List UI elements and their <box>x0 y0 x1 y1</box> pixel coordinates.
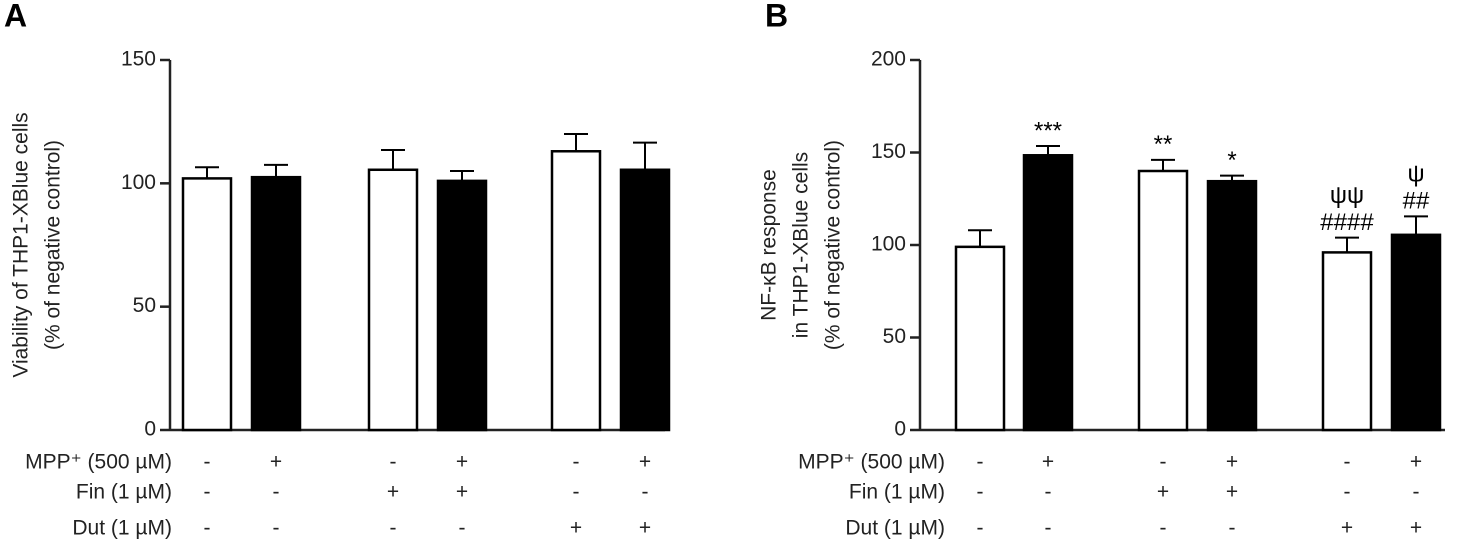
condition-sign: - <box>1344 481 1351 504</box>
condition-sign: - <box>573 481 580 504</box>
y-axis-label: in THP1-XBlue cells <box>790 152 813 338</box>
condition-label: Dut (1 µM) <box>845 517 945 540</box>
bar <box>1321 251 1373 432</box>
condition-sign: + <box>270 451 282 474</box>
bar <box>181 177 233 432</box>
bar <box>436 179 488 432</box>
bar <box>954 245 1006 432</box>
bar <box>1022 154 1074 432</box>
significance-mark: *** <box>1034 117 1062 144</box>
condition-sign: - <box>390 517 397 540</box>
y-tick-label: 100 <box>121 171 156 194</box>
condition-sign: + <box>570 517 582 540</box>
y-axis-label: Viability of THP1-XBlue cells <box>10 112 33 377</box>
condition-sign: - <box>273 517 280 540</box>
condition-sign: + <box>456 481 468 504</box>
bar <box>367 168 419 432</box>
y-tick-label: 100 <box>871 233 906 256</box>
condition-sign: - <box>1344 451 1351 474</box>
y-tick-label: 0 <box>894 418 906 441</box>
bar <box>1137 169 1189 432</box>
condition-sign: - <box>459 517 466 540</box>
significance-mark: #### <box>1320 209 1374 236</box>
significance-mark: ** <box>1154 131 1173 158</box>
bar <box>550 150 602 432</box>
condition-sign: - <box>573 451 580 474</box>
condition-sign: + <box>639 517 651 540</box>
condition-sign: - <box>273 481 280 504</box>
condition-sign: + <box>639 451 651 474</box>
y-axis-label: (% of negative control) <box>42 140 65 350</box>
condition-sign: - <box>977 481 984 504</box>
y-tick-label: 150 <box>871 140 906 163</box>
y-axis-label: NF-κB response <box>758 169 781 321</box>
condition-sign: - <box>1160 517 1167 540</box>
significance-mark: ψψ <box>1330 182 1364 209</box>
condition-sign: + <box>1341 517 1353 540</box>
condition-sign: + <box>1042 451 1054 474</box>
significance-mark: ## <box>1403 188 1430 215</box>
condition-sign: + <box>1410 517 1422 540</box>
condition-sign: + <box>1226 451 1238 474</box>
condition-label: Fin (1 µM) <box>76 481 172 504</box>
y-tick-label: 50 <box>883 325 906 348</box>
bar <box>1390 233 1442 432</box>
condition-sign: + <box>387 481 399 504</box>
condition-sign: - <box>204 481 211 504</box>
y-tick-label: 200 <box>871 48 906 71</box>
condition-label: Dut (1 µM) <box>72 517 172 540</box>
bar <box>1206 179 1258 432</box>
condition-sign: - <box>1160 451 1167 474</box>
condition-sign: - <box>1229 517 1236 540</box>
panel-label: B <box>765 0 788 33</box>
y-axis-label: (% of negative control) <box>822 140 845 350</box>
condition-sign: - <box>977 517 984 540</box>
bar <box>619 168 671 432</box>
condition-sign: - <box>1045 481 1052 504</box>
condition-sign: - <box>1045 517 1052 540</box>
condition-sign: + <box>1226 481 1238 504</box>
y-tick-label: 50 <box>133 294 156 317</box>
condition-sign: - <box>977 451 984 474</box>
panel-label: A <box>4 0 27 33</box>
condition-label: MPP⁺ (500 µM) <box>25 451 172 474</box>
bar <box>250 175 302 432</box>
condition-sign: + <box>1157 481 1169 504</box>
condition-sign: - <box>642 481 649 504</box>
condition-sign: - <box>204 517 211 540</box>
y-tick-label: 150 <box>121 48 156 71</box>
condition-sign: - <box>204 451 211 474</box>
condition-label: Fin (1 µM) <box>849 481 945 504</box>
y-tick-label: 0 <box>144 418 156 441</box>
condition-label: MPP⁺ (500 µM) <box>798 451 945 474</box>
condition-sign: + <box>1410 451 1422 474</box>
condition-sign: + <box>456 451 468 474</box>
condition-sign: - <box>390 451 397 474</box>
significance-mark: ψ <box>1407 161 1424 188</box>
condition-sign: - <box>1413 481 1420 504</box>
significance-mark: * <box>1227 147 1236 174</box>
